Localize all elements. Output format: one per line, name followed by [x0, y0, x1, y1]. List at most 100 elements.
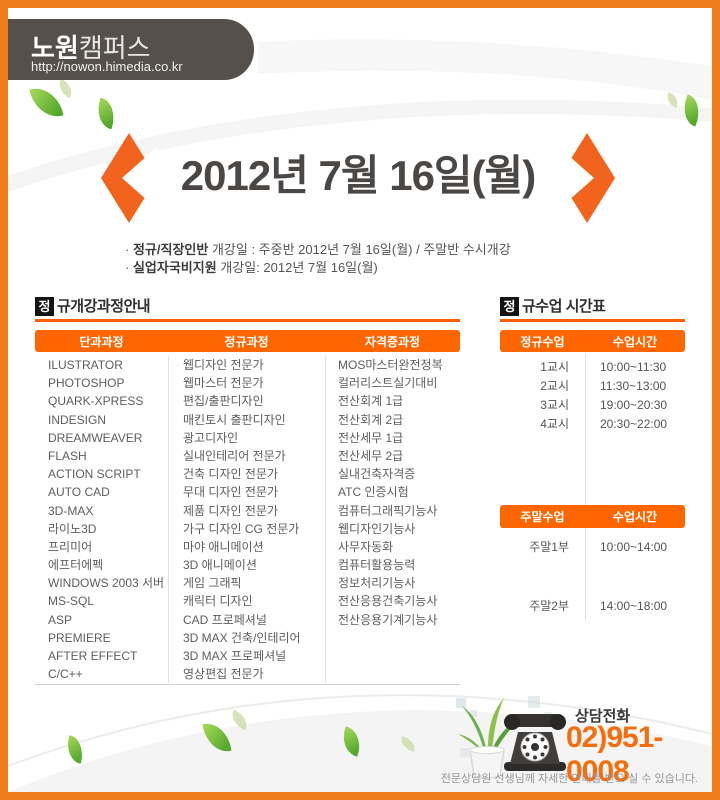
column-header: 수업시간	[612, 510, 658, 524]
consult-label: 상담전화	[575, 708, 631, 725]
cell-regular-course: 제품 디자인 전문가	[168, 501, 325, 520]
cell-time: 20:30~22:00	[600, 417, 668, 431]
notice-line: · 정규/직장인반 개강일 : 주중반 2012년 7월 16일(월) / 주말…	[125, 242, 511, 257]
cell-regular-course: 무대 디자인 전문가	[168, 483, 325, 502]
table-row: INDESIGN 매킨토시 출판디자인 전산회계 2급	[35, 410, 460, 429]
cell-single-course: FLASH	[48, 448, 87, 463]
table-row: WINDOWS 2003 서버 게임 그래픽 정보처리기능사	[35, 574, 460, 593]
table-row: FLASH 실내인테리어 전문가 전산세무 2급	[35, 446, 460, 466]
cell-period: 4교시	[540, 417, 569, 431]
table-row: 주말1부 10:00~14:00	[500, 538, 685, 557]
cell-single-course: ACTION SCRIPT	[48, 467, 141, 482]
table-row: 1교시 10:00~11:30	[500, 358, 685, 377]
timetable-column-separator	[585, 354, 586, 620]
regular-time-body: 1교시 10:00~11:30 2교시 11:30~13:00 3교시 19:0…	[500, 358, 685, 434]
cell-certificate-course	[325, 628, 460, 647]
table-row: 주말2부 14:00~18:00	[500, 597, 685, 616]
cell-single-course: INDESIGN	[48, 412, 107, 427]
table-row: PHOTOSHOP 웹마스터 전문가 컬러리스트실기대비	[35, 374, 460, 393]
course-table-header: 단과과정 정규과정 자격증과정	[35, 330, 460, 352]
table-row: ILUSTRATOR 웹디자인 전문가 MOS마스터완전정복	[35, 356, 460, 375]
cell-regular-course: 웹디자인 전문가	[168, 356, 325, 375]
table-row: 프리미어 마야 애니메이션 사무자동화	[35, 537, 460, 557]
weekend-time-header: 주말수업 수업시간	[500, 505, 685, 528]
cell-single-course: C/C++	[48, 667, 83, 682]
cell-regular-course: 3D MAX 건축/인테리어	[168, 628, 325, 647]
cell-certificate-course: 컬러리스트실기대비	[325, 374, 460, 393]
cell-regular-course: 실내인테리어 전문가	[168, 446, 325, 466]
cell-single-course: ASP	[48, 612, 73, 627]
table-row: 라이노3D 가구 디자인 CG 전문가 웹디자인기능사	[35, 519, 460, 538]
cell-certificate-course: 컴퓨터그래픽기능사	[325, 501, 460, 520]
table-row: AUTO CAD 무대 디자인 전문가 ATC 인증시험	[35, 483, 460, 502]
cell-single-course: 프리미어	[48, 539, 93, 554]
cell-single-course: PHOTOSHOP	[48, 376, 125, 391]
background-swoosh	[8, 39, 712, 792]
cell-time: 14:00~18:00	[600, 599, 668, 613]
cell-single-course: 3D-MAX	[48, 503, 94, 518]
cell-certificate-course: 전산회계 2급	[325, 410, 460, 429]
site-url[interactable]: http://nowon.himedia.co.kr	[31, 59, 183, 74]
phone-number[interactable]: 02)951-0008	[566, 721, 663, 788]
brand-rest: 캠퍼스	[78, 33, 151, 63]
orange-rule	[35, 319, 460, 322]
cell-certificate-course: 전산세무 1급	[325, 428, 460, 447]
course-table-body: ILUSTRATOR 웹디자인 전문가 MOS마스터완전정복 PHOTOSHOP…	[35, 356, 460, 684]
cell-regular-course: 게임 그래픽	[168, 574, 325, 593]
cell-certificate-course: 전산응용건축기능사	[325, 592, 460, 611]
cell-single-course: PREMIERE	[48, 630, 111, 645]
cell-period: 3교시	[540, 398, 569, 412]
cell-certificate-course: ATC 인증시험	[325, 483, 460, 502]
brand-bold: 노원	[31, 33, 79, 63]
column-header: 정규과정	[224, 334, 269, 349]
table-row: QUARK-XPRESS 편집/출판디자인 전산회계 1급	[35, 392, 460, 411]
cell-certificate-course: 사무자동화	[325, 537, 460, 557]
cell-certificate-course: 실내건축자격증	[325, 465, 460, 484]
cell-certificate-course: 컴퓨터활용능력	[325, 556, 460, 575]
cell-single-course: AUTO CAD	[48, 485, 110, 500]
section-badge: 정	[35, 297, 54, 316]
column-header: 수업시간	[612, 334, 658, 349]
cell-single-course: MS-SQL	[48, 594, 95, 609]
cell-single-course: 에프터에펙	[48, 558, 104, 573]
table-row: PREMIERE 3D MAX 건축/인테리어	[35, 628, 460, 647]
section-title-courses: 정 규개강과정안내	[35, 297, 151, 317]
table-row: 3교시 19:00~20:30	[500, 396, 685, 415]
table-row: ASP CAD 프로페셔널 전산응용기계기능사	[35, 610, 460, 629]
column-header: 주말수업	[520, 510, 565, 524]
cell-single-course: QUARK-XPRESS	[48, 394, 144, 409]
cell-single-course: DREAMWEAVER	[48, 430, 143, 445]
table-row: C/C++ 영상편집 전문가	[35, 665, 460, 684]
cell-regular-course: 웹마스터 전문가	[168, 374, 325, 393]
column-header: 정규수업	[520, 334, 565, 349]
content-area: 노원캠퍼스 http://nowon.himedia.co.kr 2012년 7…	[8, 8, 712, 792]
page-title: 2012년 7월 16일(월)	[180, 152, 536, 199]
cell-regular-course: 가구 디자인 CG 전문가	[168, 519, 325, 538]
table-row: MS-SQL 캐릭터 디자인 전산응용건축기능사	[35, 592, 460, 611]
column-header: 단과과정	[79, 334, 124, 349]
cell-certificate-course: MOS마스터완전정복	[325, 356, 460, 375]
phone-plant-icon	[458, 698, 566, 779]
cell-certificate-course: 정보처리기능사	[325, 574, 460, 593]
table-bottom-border	[35, 684, 460, 685]
cell-certificate-course: 전산세무 2급	[325, 446, 460, 466]
cell-regular-course: 마야 애니메이션	[168, 537, 325, 557]
table-row: ACTION SCRIPT 건축 디자인 전문가 실내건축자격증	[35, 465, 460, 484]
cell-single-course: WINDOWS 2003 서버	[48, 576, 165, 591]
cell-regular-course: 영상편집 전문가	[168, 665, 325, 684]
cell-single-course: ILUSTRATOR	[48, 358, 123, 372]
table-row: 2교시 11:30~13:00	[500, 377, 685, 396]
table-row: 4교시 20:30~22:00	[500, 415, 685, 434]
left-arrow-icon	[101, 133, 157, 223]
table-row: 3D-MAX 제품 디자인 전문가 컴퓨터그래픽기능사	[35, 501, 460, 520]
section-title-timetable: 정 규수업 시간표	[500, 297, 606, 317]
cell-period: 주말1부	[529, 540, 569, 554]
table-row: DREAMWEAVER 광고디자인 전산세무 1급	[35, 428, 460, 447]
cell-time: 19:00~20:30	[600, 398, 668, 412]
footer-note: 전문상담원 선생님께 자세한 안내를 받으 실 수 있습니다.	[440, 773, 698, 785]
cell-regular-course: 건축 디자인 전문가	[168, 465, 325, 484]
cell-certificate-course	[325, 665, 460, 684]
column-header: 자격증과정	[364, 334, 421, 349]
brand-logo: 노원캠퍼스	[31, 28, 151, 65]
